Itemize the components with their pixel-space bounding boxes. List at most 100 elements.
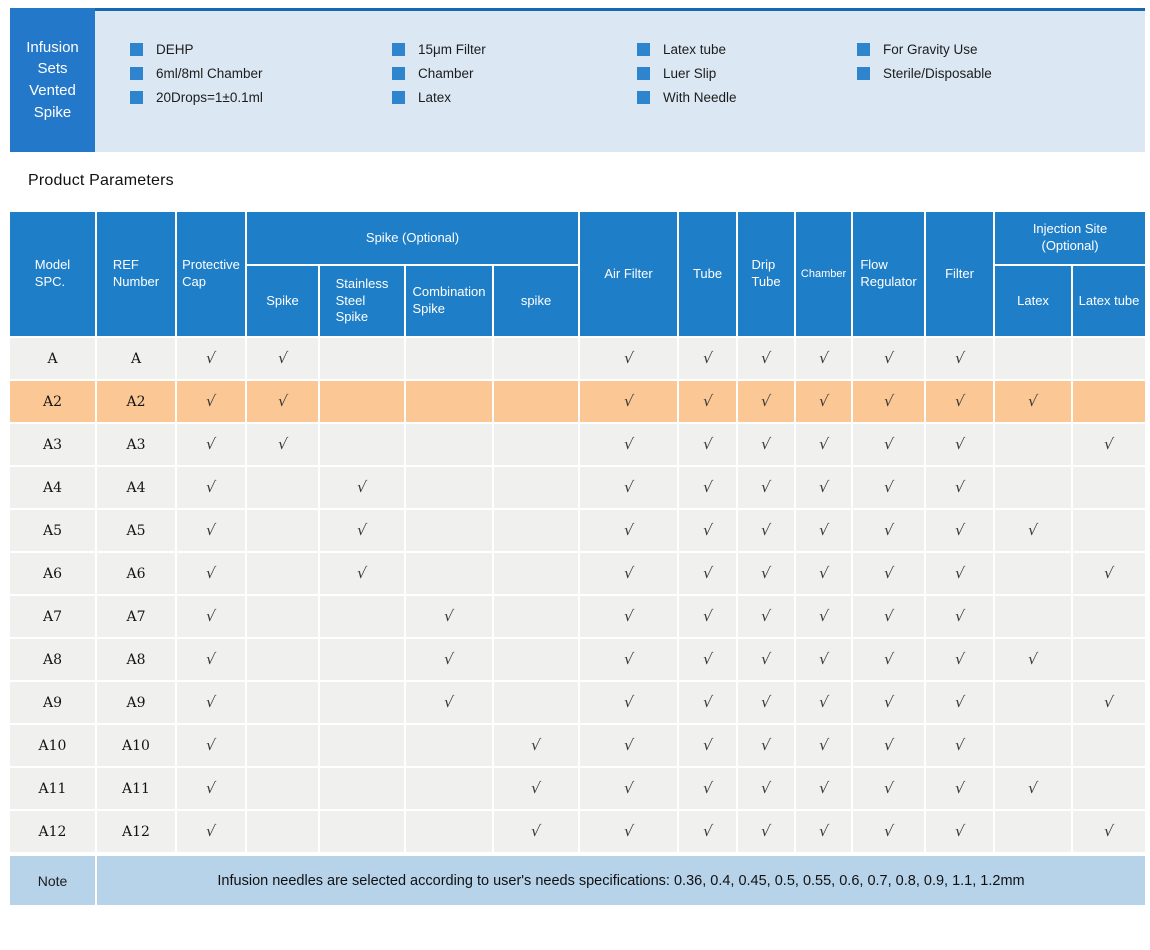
col-header-combination-spike: Combination Spike (404, 264, 494, 338)
check-cell-filter: √ (924, 766, 996, 811)
check-cell-protective-cap: √ (175, 680, 247, 725)
check-cell-latex: √ (993, 508, 1074, 553)
col-header-stainless-steel-spike: Stainless Steel Spike (318, 264, 406, 338)
col-header-air-filter: Air Filter (578, 210, 680, 338)
check-cell-latex-tube: √ (1071, 551, 1148, 596)
check-mark-icon: √ (530, 822, 542, 840)
check-mark-icon: √ (953, 478, 966, 496)
check-cell-filter: √ (924, 594, 996, 639)
check-cell-stainless-steel-spike (318, 809, 406, 855)
check-cell-drip-tube: √ (736, 637, 797, 682)
table-row: A11 A11 √ √ √ √ √ √ √ √ √ (8, 766, 1148, 811)
check-cell-air-filter: √ (578, 594, 680, 639)
check-mark-icon: √ (530, 736, 542, 754)
check-cell-latex-tube (1071, 594, 1148, 639)
bullet-square-icon (857, 66, 870, 80)
check-cell-air-filter: √ (578, 422, 680, 467)
check-cell-combination-spike: √ (404, 637, 494, 682)
table-row: A5 A5 √ √ √ √ √ √ √ √ √ (8, 508, 1148, 553)
check-mark-icon: √ (817, 435, 830, 453)
check-cell-latex: √ (993, 637, 1074, 682)
check-cell-combination-spike (404, 422, 494, 467)
check-cell-protective-cap: √ (175, 379, 247, 424)
note-label: Note (8, 852, 97, 907)
check-cell-stainless-steel-spike (318, 336, 406, 381)
check-mark-icon: √ (1027, 521, 1039, 539)
check-cell-combination-spike (404, 766, 494, 811)
check-mark-icon: √ (701, 392, 714, 410)
check-cell-spike: √ (245, 336, 320, 381)
feature-column: 15μm Filter Chamber Latex (392, 37, 637, 152)
check-cell-filter: √ (924, 422, 996, 467)
ref-cell: A9 (95, 680, 177, 725)
check-cell-spike (245, 680, 320, 725)
check-mark-icon: √ (701, 650, 714, 668)
check-mark-icon: √ (1103, 564, 1115, 582)
check-cell-flow-regulator: √ (851, 723, 927, 768)
feature-item: Latex (392, 85, 637, 109)
col-header-filter: Filter (924, 210, 996, 338)
note-row: Note Infusion needles are selected accor… (8, 852, 1148, 907)
check-cell-chamber: √ (794, 766, 854, 811)
check-mark-icon: √ (205, 779, 217, 797)
check-cell-tube: √ (677, 680, 739, 725)
check-mark-icon: √ (760, 521, 772, 539)
check-mark-icon: √ (882, 392, 895, 410)
check-mark-icon: √ (701, 349, 714, 367)
check-mark-icon: √ (760, 607, 772, 625)
check-mark-icon: √ (953, 822, 966, 840)
check-cell-drip-tube: √ (736, 551, 797, 596)
check-cell-tube: √ (677, 766, 739, 811)
check-cell-drip-tube: √ (736, 465, 797, 510)
check-cell-combination-spike (404, 551, 494, 596)
check-cell-protective-cap: √ (175, 336, 247, 381)
model-cell: A5 (8, 508, 97, 553)
check-cell-filter: √ (924, 637, 996, 682)
check-cell-spike-lowercase (491, 508, 581, 553)
check-cell-filter: √ (924, 379, 996, 424)
check-cell-flow-regulator: √ (851, 336, 927, 381)
check-mark-icon: √ (953, 736, 966, 754)
feature-item: Sterile/Disposable (857, 61, 1145, 85)
check-cell-tube: √ (677, 465, 739, 510)
check-cell-spike-lowercase (491, 680, 581, 725)
check-cell-latex: √ (993, 379, 1074, 424)
check-cell-protective-cap: √ (175, 594, 247, 639)
check-mark-icon: √ (701, 693, 714, 711)
check-cell-spike-lowercase (491, 594, 581, 639)
check-mark-icon: √ (953, 564, 966, 582)
table-row: A A √ √ √ √ √ √ √ √ (8, 336, 1148, 381)
check-mark-icon: √ (953, 435, 966, 453)
check-cell-chamber: √ (794, 809, 854, 855)
ref-cell: A7 (95, 594, 177, 639)
check-mark-icon: √ (1103, 435, 1115, 453)
note-text: Infusion needles are selected according … (94, 852, 1148, 907)
check-mark-icon: √ (760, 349, 772, 367)
check-mark-icon: √ (817, 822, 830, 840)
check-mark-icon: √ (817, 693, 830, 711)
feature-label: With Needle (663, 89, 737, 105)
model-cell: A2 (8, 379, 97, 424)
check-cell-protective-cap: √ (175, 766, 247, 811)
check-cell-stainless-steel-spike: √ (318, 508, 406, 553)
check-mark-icon: √ (817, 564, 830, 582)
check-mark-icon: √ (953, 607, 966, 625)
ref-cell: A4 (95, 465, 177, 510)
check-cell-tube: √ (677, 379, 739, 424)
feature-label: Chamber (418, 65, 474, 81)
feature-column: Latex tube Luer Slip With Needle (637, 37, 857, 152)
check-cell-drip-tube: √ (736, 508, 797, 553)
bullet-square-icon (392, 42, 405, 56)
check-mark-icon: √ (817, 349, 830, 367)
feature-item: 15μm Filter (392, 37, 637, 61)
ref-cell: A10 (95, 723, 177, 768)
check-cell-combination-spike: √ (404, 594, 494, 639)
check-mark-icon: √ (205, 822, 217, 840)
model-cell: A12 (8, 809, 97, 855)
check-cell-chamber: √ (794, 594, 854, 639)
model-cell: A (8, 336, 97, 381)
check-mark-icon: √ (276, 349, 289, 367)
bullet-square-icon (130, 42, 143, 56)
bullet-square-icon (392, 90, 405, 104)
check-mark-icon: √ (622, 392, 635, 410)
